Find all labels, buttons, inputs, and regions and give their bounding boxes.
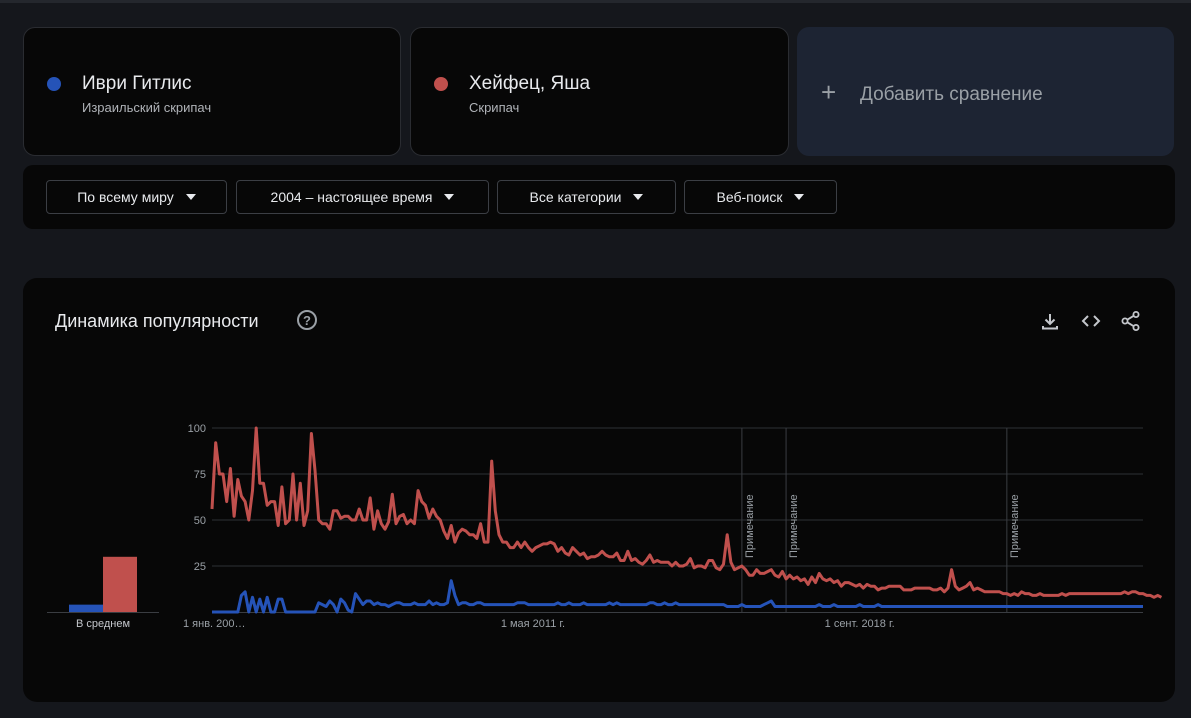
chart-canvas: 100 75 50 25 Примечание Примечание Примечание 1… [47,423,1163,630]
series-line [212,579,1143,614]
filter-bar: По всему миру 2004 – настоящее время Все… [23,165,1175,229]
annotation-label: Примечание [1009,494,1021,558]
filter-label: По всему миру [77,189,174,205]
term-description: Скрипач [469,100,520,115]
annotation-label: Примечание [788,494,800,558]
average-bar [103,556,137,612]
filter-label: 2004 – настоящее время [270,189,433,205]
caret-down-icon [633,194,644,200]
y-tick-label: 100 [188,423,206,435]
plus-icon: + [821,77,837,107]
y-tick-label: 25 [194,561,206,573]
time-range-filter-dropdown[interactable]: 2004 – настоящее время [236,180,489,214]
embed-code-icon[interactable] [1080,310,1102,332]
term-name: Хейфец, Яша [469,73,591,94]
series-color-dot [434,77,448,91]
caret-down-icon [794,194,805,200]
chart-title: Динамика популярности [55,311,259,331]
region-filter-dropdown[interactable]: По всему миру [46,180,227,214]
average-label: В среднем [76,618,130,630]
search-type-filter-dropdown[interactable]: Веб-поиск [684,180,837,214]
caret-down-icon [185,194,196,200]
series-line [210,426,1163,599]
top-divider [0,0,1191,3]
average-bar [69,604,103,612]
x-tick-label: 1 янв. 200… [183,618,246,630]
term-name: Иври Гитлис [82,73,192,94]
y-tick-label: 50 [194,515,206,527]
help-icon[interactable]: ? [297,310,317,330]
term-card-1[interactable]: Иври Гитлис Израильский скрипач [23,27,401,156]
add-comparison-button[interactable]: + Добавить сравнение [797,27,1174,156]
y-tick-label: 75 [194,469,206,481]
interest-over-time-card: Динамика популярности ? 100 75 50 25 Примеча… [23,278,1175,702]
x-tick-label: 1 сент. 2018 г. [825,618,895,630]
download-icon[interactable] [1039,310,1061,332]
term-description: Израильский скрипач [82,100,212,115]
share-icon[interactable] [1120,310,1142,332]
add-comparison-label: Добавить сравнение [860,84,1043,105]
annotation-label: Примечание [744,494,756,558]
series-color-dot [47,77,61,91]
caret-down-icon [444,194,455,200]
term-card-2[interactable]: Хейфец, Яша Скрипач [410,27,789,156]
category-filter-dropdown[interactable]: Все категории [497,180,676,214]
filter-label: Все категории [529,189,622,205]
filter-label: Веб-поиск [716,189,783,205]
x-tick-label: 1 мая 2011 г. [501,618,565,630]
